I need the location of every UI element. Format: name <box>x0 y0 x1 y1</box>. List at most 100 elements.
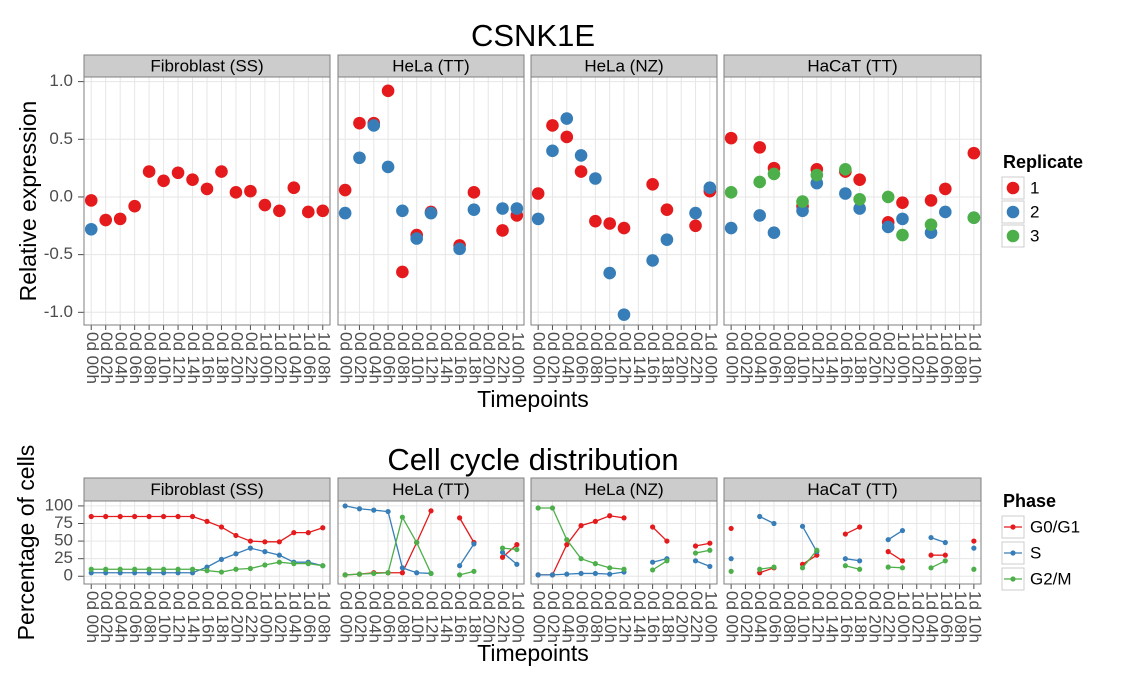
data-point <box>262 549 268 555</box>
strip-label: HaCaT (TT) <box>807 56 897 75</box>
x-tick-label: 0d 02h <box>97 332 116 384</box>
data-point <box>767 167 781 181</box>
data-point <box>689 206 702 220</box>
x-tick-label: 0d 18h <box>851 591 870 643</box>
data-point <box>499 549 506 555</box>
data-point <box>839 187 852 200</box>
y-axis-label: Relative expression <box>15 101 41 302</box>
data-point <box>175 566 181 572</box>
data-point <box>796 195 809 208</box>
data-point <box>603 217 616 230</box>
data-point <box>589 214 602 228</box>
data-point <box>496 224 509 237</box>
x-tick-label: 0d 02h <box>351 332 370 384</box>
x-tick-label: 0d 22h <box>242 591 261 643</box>
data-point <box>367 119 381 132</box>
x-tick-label: 0d 14h <box>630 591 649 643</box>
x-tick-label: 0d 18h <box>851 332 870 384</box>
x-tick-label: 1d 02h <box>271 332 290 384</box>
data-point <box>924 194 938 207</box>
x-tick-label: 0d 02h <box>737 591 756 643</box>
legend-key <box>1010 524 1016 530</box>
strip-label: Fibroblast (SS) <box>150 480 263 499</box>
data-point <box>535 572 541 578</box>
data-point <box>262 539 268 545</box>
x-tick-label: 0d 12h <box>170 332 189 384</box>
data-point <box>603 266 616 280</box>
x-axis-label: Timepoints <box>477 640 589 666</box>
data-point <box>689 219 702 233</box>
data-point <box>381 84 395 98</box>
x-tick-label: 1d 08h <box>314 332 333 384</box>
data-point <box>103 513 109 520</box>
data-point <box>233 551 239 557</box>
legend-key <box>1010 550 1016 556</box>
x-tick-label: 1d 02h <box>271 591 290 643</box>
data-point <box>578 570 584 577</box>
data-point <box>342 572 348 578</box>
panel-border <box>337 76 525 326</box>
data-point <box>496 202 509 215</box>
data-point <box>728 556 734 562</box>
data-point <box>853 192 866 206</box>
data-point <box>84 222 98 236</box>
x-tick-label: 0d 06h <box>765 332 784 384</box>
panel-border <box>337 500 525 585</box>
y-tick-label: 1.0 <box>49 71 73 90</box>
data-point <box>549 505 556 511</box>
x-tick-label: 0d 22h <box>687 591 706 643</box>
series-line <box>652 560 668 571</box>
data-point <box>371 507 377 513</box>
y-tick-label: 100 <box>45 495 73 514</box>
x-tick-label: 0d 08h <box>587 591 606 643</box>
x-tick-label: 0d 22h <box>494 591 513 643</box>
data-point <box>186 173 199 186</box>
x-tick-label: 1d 08h <box>951 591 970 643</box>
data-point <box>857 566 863 572</box>
data-point <box>244 184 257 198</box>
x-tick-label: 0d 02h <box>544 332 563 384</box>
x-axis-label: Timepoints <box>477 386 589 412</box>
x-tick-label: 0d 08h <box>394 332 413 384</box>
x-tick-label: 0d 00h <box>337 332 356 384</box>
data-point <box>546 119 559 132</box>
data-point <box>607 571 613 577</box>
x-tick-label: 0d 16h <box>644 332 663 384</box>
data-point <box>233 566 239 572</box>
data-point <box>564 542 570 548</box>
series-line <box>652 526 668 542</box>
data-point <box>189 566 196 572</box>
data-point <box>514 542 520 548</box>
data-point <box>664 538 670 544</box>
x-tick-label: 0d 16h <box>837 591 856 643</box>
data-point <box>728 568 734 574</box>
panel <box>724 77 981 325</box>
x-tick-label: 0d 04h <box>751 332 770 384</box>
data-point <box>132 566 138 572</box>
data-point <box>258 198 272 212</box>
x-tick-label: 1d 00h <box>508 332 527 384</box>
data-point <box>928 534 934 541</box>
data-point <box>247 565 254 572</box>
x-tick-label: 0d 18h <box>465 591 484 643</box>
data-point <box>728 525 734 532</box>
data-point <box>218 524 225 530</box>
panel-border <box>83 500 331 585</box>
legend-label: 2 <box>1030 202 1039 221</box>
data-point <box>84 194 98 207</box>
data-point <box>724 131 738 145</box>
data-point <box>767 226 781 240</box>
data-point <box>160 513 167 520</box>
data-point <box>200 182 214 196</box>
panel-border <box>723 500 982 585</box>
data-point <box>857 558 863 564</box>
data-point <box>564 537 570 543</box>
panel-border <box>83 76 331 326</box>
legend-key <box>1010 576 1016 582</box>
legend-label: 1 <box>1030 178 1039 197</box>
data-point <box>967 146 981 160</box>
x-tick-label: 0d 16h <box>644 591 663 643</box>
series-line <box>459 517 475 543</box>
data-point <box>971 545 977 551</box>
data-point <box>204 518 210 524</box>
